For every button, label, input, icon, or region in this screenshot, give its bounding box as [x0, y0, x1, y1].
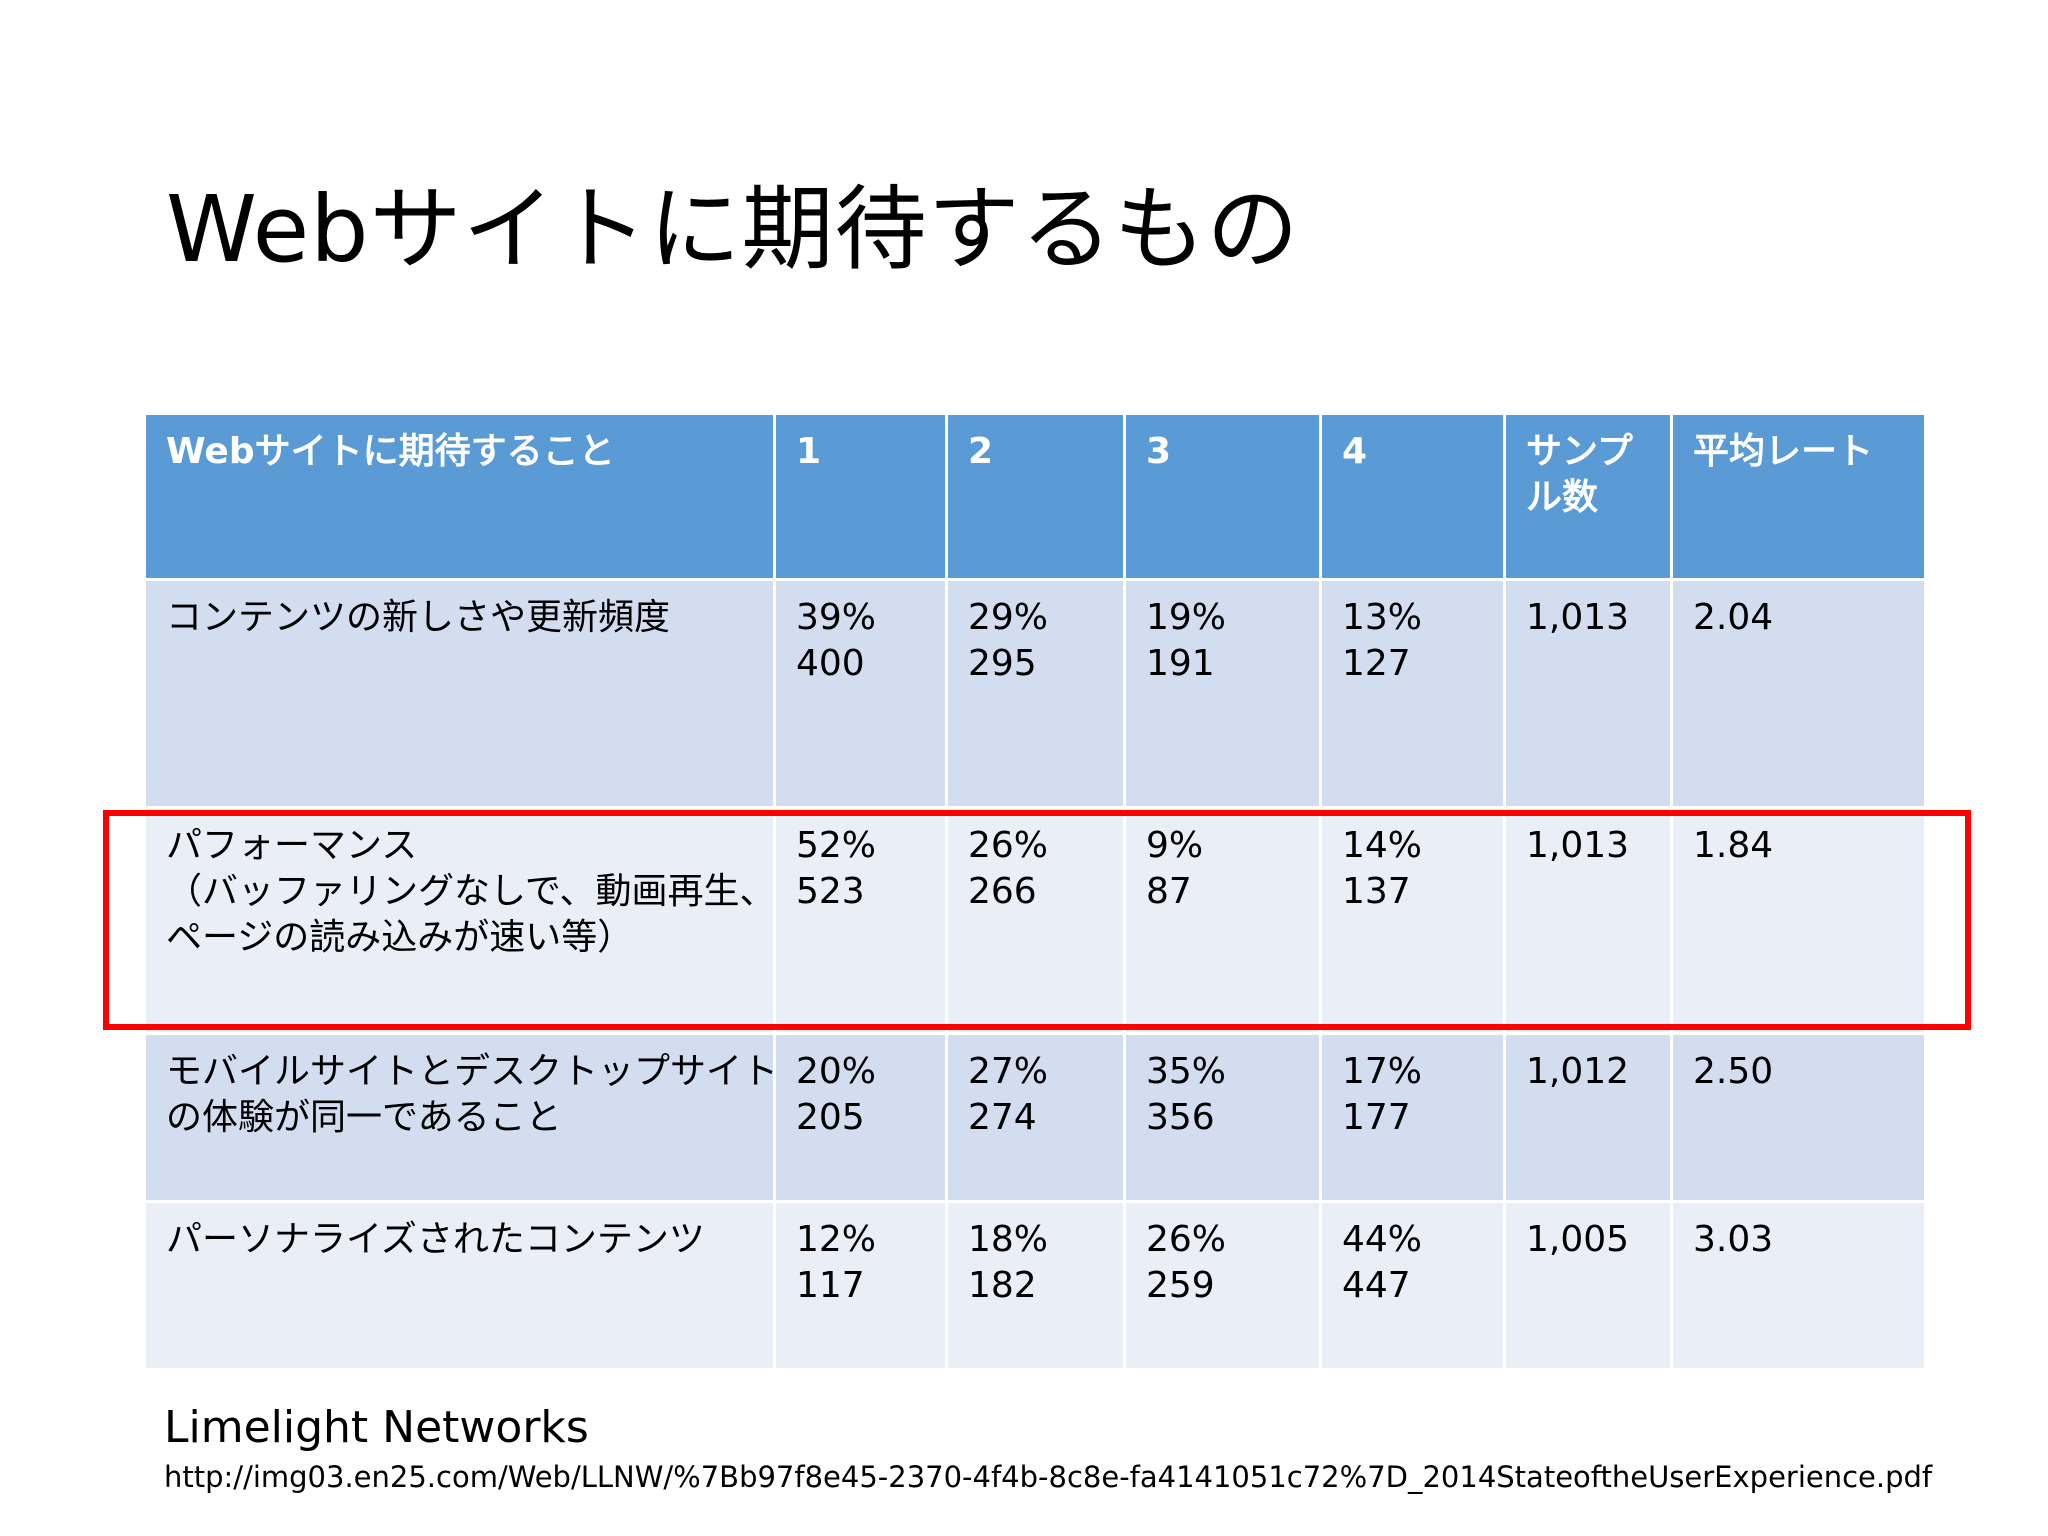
survey-table: Webサイトに期待すること 1 2 3 4 サンプ ル数 平均レート コンテンツ…: [143, 412, 1927, 1371]
pct-value: 26%: [1146, 1219, 1227, 1260]
count-value: 447: [1342, 1265, 1411, 1306]
pct-value: 14%: [1342, 825, 1423, 866]
rating-4-cell: 44% 447: [1319, 1200, 1506, 1371]
header-sample-count: サンプ ル数: [1503, 412, 1673, 581]
item-line: パーソナライズされたコンテンツ: [166, 1219, 705, 1260]
header-sample-line: ル数: [1526, 477, 1599, 518]
sample-count-cell: 1,013: [1503, 806, 1673, 1035]
pct-value: 52%: [796, 825, 877, 866]
table-row: コンテンツの新しさや更新頻度 39% 400 29% 295 19% 191 1…: [143, 578, 1927, 809]
rating-2-cell: 27% 274: [945, 1032, 1126, 1203]
average-rate-cell: 2.50: [1670, 1032, 1927, 1203]
rating-1-cell: 12% 117: [773, 1200, 948, 1371]
header-average-rate: 平均レート: [1670, 412, 1927, 581]
header-rating-4: 4: [1319, 412, 1506, 581]
item-line: パフォーマンス: [166, 825, 418, 866]
pct-value: 35%: [1146, 1051, 1227, 1092]
pct-value: 39%: [796, 597, 877, 638]
count-value: 274: [968, 1097, 1037, 1138]
slide-title: Webサイトに期待するもの: [166, 176, 1300, 283]
item-cell: パフォーマンス （バッファリングなしで、動画再生、 ページの読み込みが速い等）: [143, 806, 776, 1035]
count-value: 177: [1342, 1097, 1411, 1138]
table-row: パフォーマンス （バッファリングなしで、動画再生、 ページの読み込みが速い等） …: [143, 806, 1927, 1035]
header-rating-2: 2: [945, 412, 1126, 581]
rating-1-cell: 39% 400: [773, 578, 948, 809]
rating-4-cell: 17% 177: [1319, 1032, 1506, 1203]
pct-value: 44%: [1342, 1219, 1423, 1260]
sample-count-cell: 1,013: [1503, 578, 1673, 809]
count-value: 117: [796, 1265, 865, 1306]
rating-2-cell: 18% 182: [945, 1200, 1126, 1371]
count-value: 523: [796, 871, 865, 912]
count-value: 87: [1146, 871, 1192, 912]
count-value: 400: [796, 643, 865, 684]
item-line: モバイルサイトとデスクトップサイト: [166, 1051, 775, 1092]
pct-value: 26%: [968, 825, 1049, 866]
average-rate-cell: 3.03: [1670, 1200, 1927, 1371]
table-header-row: Webサイトに期待すること 1 2 3 4 サンプ ル数 平均レート: [143, 412, 1927, 581]
count-value: 266: [968, 871, 1037, 912]
pct-value: 18%: [968, 1219, 1049, 1260]
count-value: 182: [968, 1265, 1037, 1306]
table-row: モバイルサイトとデスクトップサイト の体験が同一であること 20% 205 27…: [143, 1032, 1927, 1203]
rating-4-cell: 14% 137: [1319, 806, 1506, 1035]
pct-value: 9%: [1146, 825, 1204, 866]
rating-3-cell: 35% 356: [1123, 1032, 1322, 1203]
rating-2-cell: 26% 266: [945, 806, 1126, 1035]
count-value: 127: [1342, 643, 1411, 684]
pct-value: 20%: [796, 1051, 877, 1092]
item-line: ページの読み込みが速い等）: [166, 917, 634, 958]
item-cell: コンテンツの新しさや更新頻度: [143, 578, 776, 809]
pct-value: 13%: [1342, 597, 1423, 638]
source-url: http://img03.en25.com/Web/LLNW/%7Bb97f8e…: [164, 1460, 1933, 1494]
average-rate-cell: 2.04: [1670, 578, 1927, 809]
item-line: の体験が同一であること: [166, 1097, 562, 1138]
rating-3-cell: 26% 259: [1123, 1200, 1322, 1371]
count-value: 295: [968, 643, 1037, 684]
source-name: Limelight Networks: [164, 1402, 589, 1453]
average-rate-cell: 1.84: [1670, 806, 1927, 1035]
count-value: 356: [1146, 1097, 1215, 1138]
rating-3-cell: 19% 191: [1123, 578, 1322, 809]
pct-value: 19%: [1146, 597, 1227, 638]
pct-value: 29%: [968, 597, 1049, 638]
sample-count-cell: 1,005: [1503, 1200, 1673, 1371]
rating-2-cell: 29% 295: [945, 578, 1126, 809]
rating-3-cell: 9% 87: [1123, 806, 1322, 1035]
rating-4-cell: 13% 127: [1319, 578, 1506, 809]
header-rating-1: 1: [773, 412, 948, 581]
pct-value: 17%: [1342, 1051, 1423, 1092]
count-value: 259: [1146, 1265, 1215, 1306]
sample-count-cell: 1,012: [1503, 1032, 1673, 1203]
header-rating-3: 3: [1123, 412, 1322, 581]
pct-value: 12%: [796, 1219, 877, 1260]
rating-1-cell: 20% 205: [773, 1032, 948, 1203]
header-item: Webサイトに期待すること: [143, 412, 776, 581]
pct-value: 27%: [968, 1051, 1049, 1092]
count-value: 137: [1342, 871, 1411, 912]
item-cell: パーソナライズされたコンテンツ: [143, 1200, 776, 1371]
count-value: 191: [1146, 643, 1215, 684]
table-row: パーソナライズされたコンテンツ 12% 117 18% 182 26% 259 …: [143, 1200, 1927, 1371]
rating-1-cell: 52% 523: [773, 806, 948, 1035]
item-cell: モバイルサイトとデスクトップサイト の体験が同一であること: [143, 1032, 776, 1203]
item-line: コンテンツの新しさや更新頻度: [166, 597, 671, 638]
count-value: 205: [796, 1097, 865, 1138]
item-line: （バッファリングなしで、動画再生、: [166, 871, 775, 912]
header-sample-line: サンプ: [1526, 431, 1633, 472]
